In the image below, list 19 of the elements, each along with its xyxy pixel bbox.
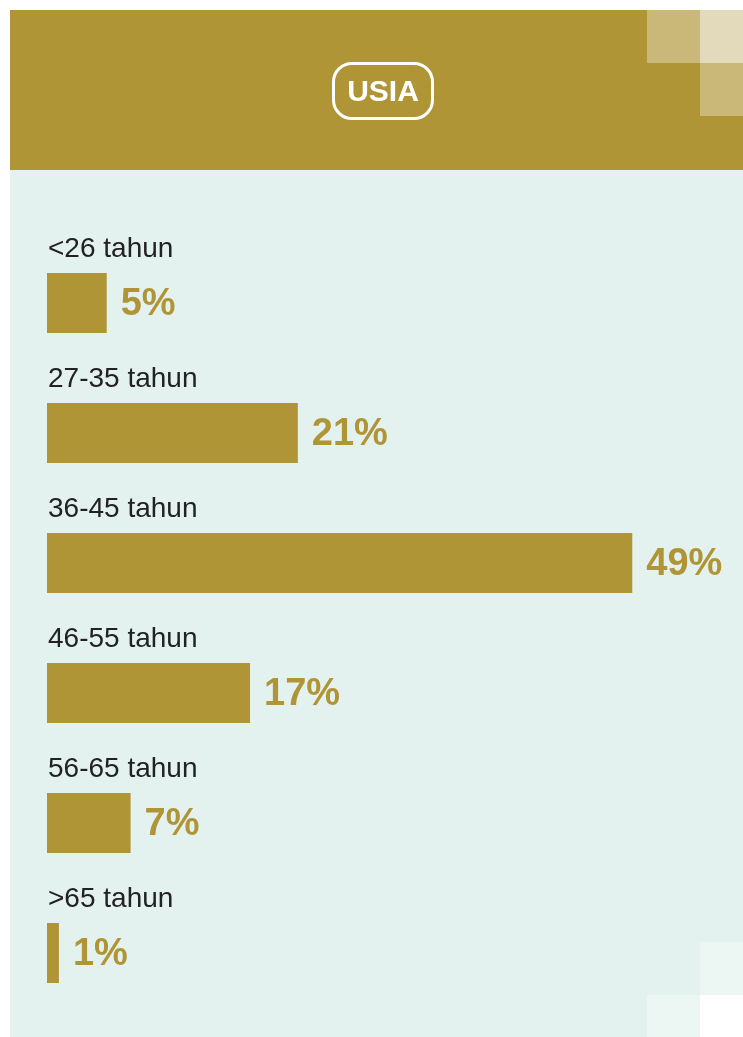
bar [47,923,59,983]
data-label: 17% [264,671,341,714]
bar [47,403,298,463]
bar [47,663,251,723]
y-tick-label: >65 tahun [48,882,174,913]
data-label: 49% [646,541,723,584]
y-tick-label: 27-35 tahun [48,362,198,393]
data-label: 5% [120,281,176,324]
bar [47,273,107,333]
data-label: 21% [311,411,388,454]
y-tick-label: 36-45 tahun [48,492,198,523]
data-label: 7% [144,801,200,844]
chart-title: USIA [332,62,434,120]
bar [47,793,131,853]
y-tick-label: <26 tahun [48,232,174,263]
y-tick-label: 46-55 tahun [48,622,198,653]
data-label: 1% [72,931,128,974]
bar [47,533,633,593]
y-tick-label: 56-65 tahun [48,752,198,783]
